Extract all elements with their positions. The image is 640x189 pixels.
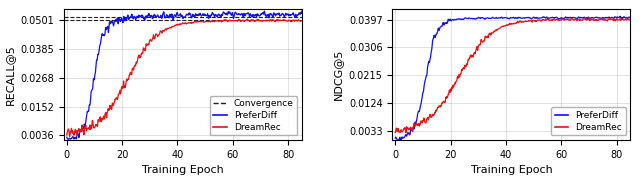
Y-axis label: NDCG@5: NDCG@5 — [333, 49, 343, 100]
Legend: Convergence, PreferDiff, DreamRec: Convergence, PreferDiff, DreamRec — [210, 96, 298, 135]
Y-axis label: RECALL@5: RECALL@5 — [5, 44, 15, 105]
X-axis label: Training Epoch: Training Epoch — [142, 165, 224, 175]
X-axis label: Training Epoch: Training Epoch — [470, 165, 552, 175]
Legend: PreferDiff, DreamRec: PreferDiff, DreamRec — [551, 107, 626, 135]
